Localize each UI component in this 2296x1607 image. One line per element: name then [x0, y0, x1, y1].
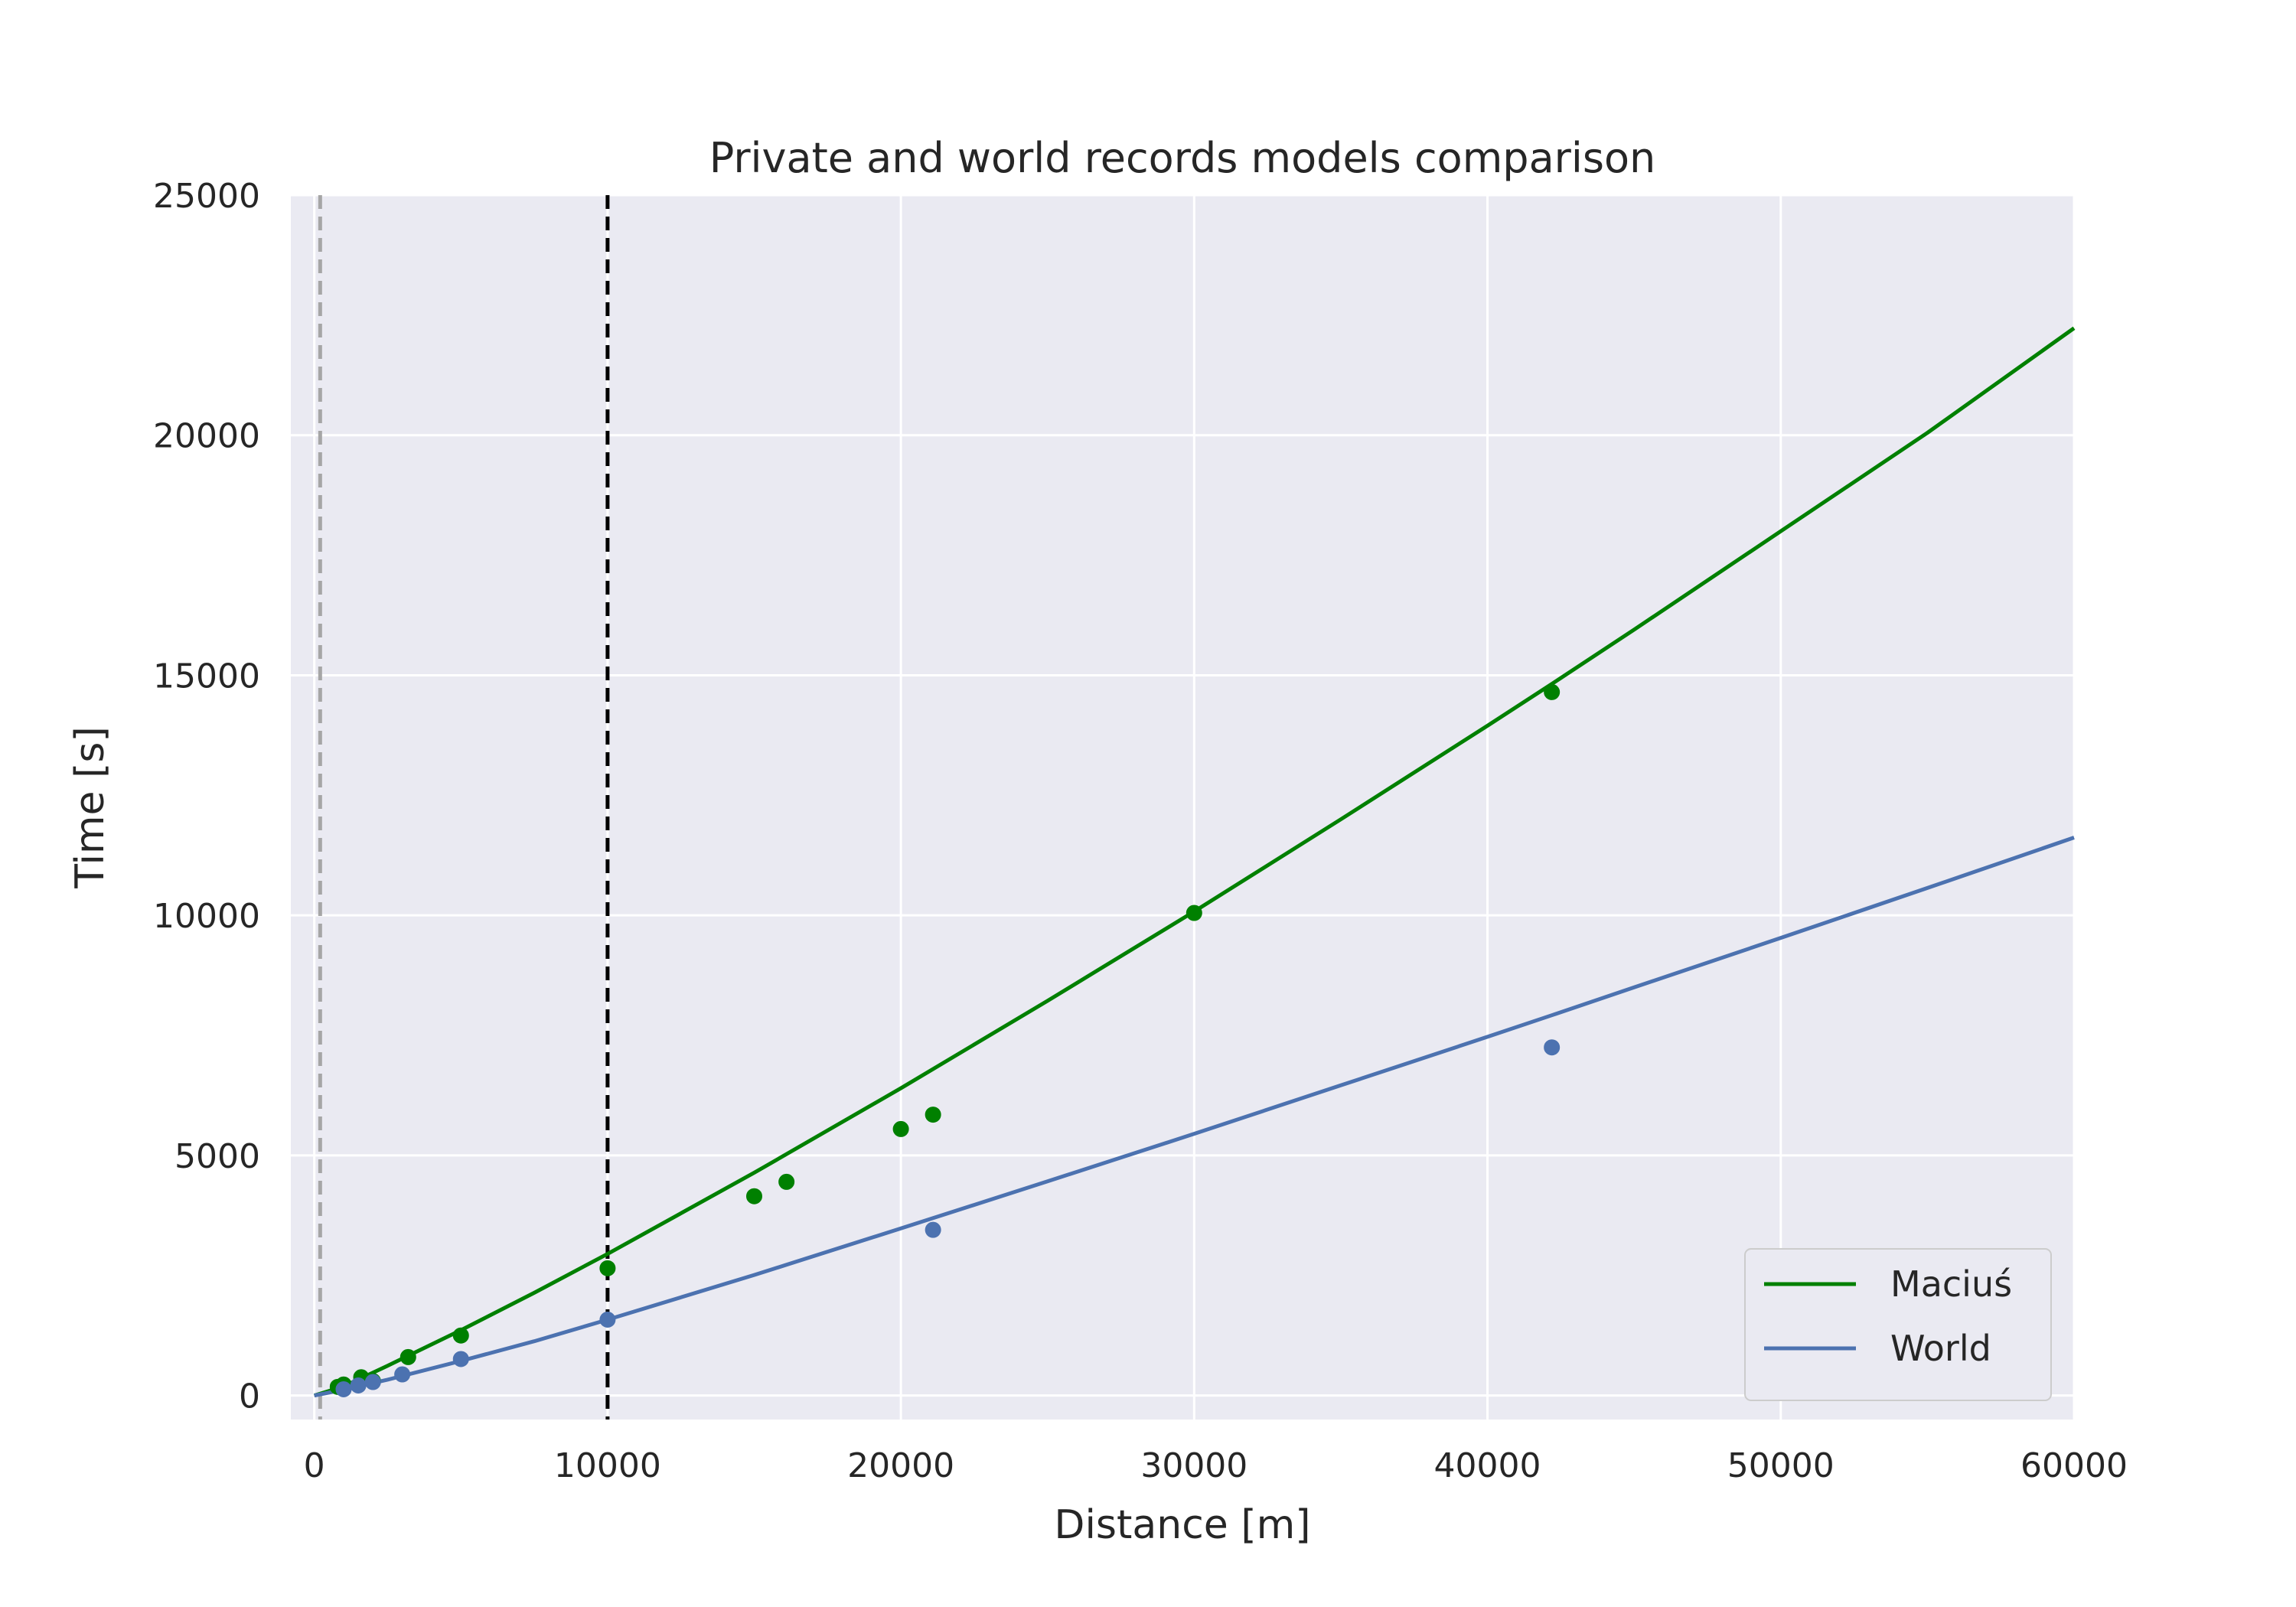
data-point-macius	[1544, 683, 1561, 700]
y-tick-label: 10000	[153, 897, 260, 936]
data-point-world	[452, 1351, 469, 1367]
legend: Maciuś World	[1744, 1248, 2052, 1401]
chart-title: Private and world records models compari…	[709, 134, 1656, 182]
legend-label-world: World	[1890, 1328, 1991, 1369]
data-point-world	[1544, 1039, 1561, 1056]
legend-box	[1744, 1248, 2052, 1401]
data-point-world	[925, 1221, 941, 1238]
reference-lines	[318, 195, 610, 1420]
data-point-macius	[1186, 905, 1202, 921]
x-tick-label: 10000	[554, 1446, 661, 1485]
data-point-macius	[400, 1348, 416, 1365]
x-tick-label: 0	[304, 1446, 325, 1485]
data-point-macius	[452, 1327, 469, 1344]
x-tick-label: 40000	[1434, 1446, 1541, 1485]
y-tick-label: 25000	[153, 177, 260, 216]
y-tick-label: 0	[239, 1377, 260, 1416]
x-tick-label: 50000	[1727, 1446, 1835, 1485]
x-axis-title: Distance [m]	[1054, 1502, 1310, 1548]
data-point-macius	[778, 1173, 795, 1190]
x-tick-label: 60000	[2020, 1446, 2128, 1485]
tick-labels: 0 10000 20000 30000 40000 50000 60000 0 5000 1000…	[153, 177, 2128, 1485]
plot-area	[291, 195, 2074, 1420]
x-tick-label: 30000	[1140, 1446, 1247, 1485]
series-line-world	[314, 836, 2075, 1398]
data-point-macius	[892, 1120, 909, 1137]
data-point-world	[350, 1377, 367, 1393]
data-point-macius	[745, 1188, 762, 1204]
data-point-macius	[925, 1107, 941, 1123]
data-point-macius	[599, 1260, 616, 1276]
x-tick-label: 20000	[847, 1446, 954, 1485]
y-tick-label: 5000	[174, 1137, 260, 1176]
series-layer	[313, 326, 2076, 1398]
data-point-world	[599, 1311, 616, 1328]
data-point-world	[394, 1366, 411, 1383]
grid	[291, 194, 2076, 1420]
y-tick-label: 15000	[153, 657, 260, 696]
y-axis-title: Time [s]	[67, 726, 113, 888]
series-line-macius	[313, 326, 2076, 1398]
legend-label-macius: Maciuś	[1890, 1263, 2012, 1305]
data-point-world	[335, 1380, 352, 1397]
y-tick-label: 20000	[153, 417, 260, 456]
data-point-world	[364, 1374, 381, 1390]
